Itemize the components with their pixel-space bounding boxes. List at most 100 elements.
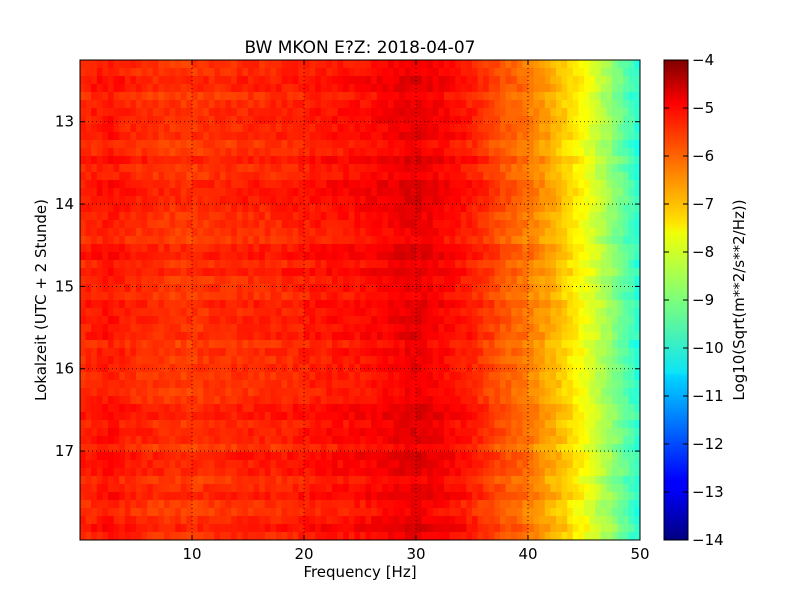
heatmap-cell: [393, 220, 400, 229]
heatmap-cell: [124, 364, 131, 373]
heatmap-cell: [108, 348, 115, 357]
heatmap-cell: [304, 284, 311, 293]
heatmap-cell: [253, 444, 260, 453]
heatmap-cell: [388, 140, 395, 149]
heatmap-cell: [449, 252, 456, 261]
heatmap-cell: [522, 308, 529, 317]
heatmap-cell: [186, 92, 193, 101]
heatmap-cell: [309, 332, 316, 341]
heatmap-cell: [460, 92, 467, 101]
heatmap-cell: [214, 260, 221, 269]
heatmap-cell: [382, 76, 389, 85]
heatmap-cell: [528, 372, 535, 381]
heatmap-cell: [544, 244, 551, 253]
heatmap-cell: [242, 100, 249, 109]
heatmap-cell: [500, 116, 507, 125]
heatmap-cell: [584, 228, 591, 237]
heatmap-cell: [309, 268, 316, 277]
heatmap-cell: [136, 116, 143, 125]
heatmap-cell: [561, 364, 568, 373]
heatmap-cell: [259, 268, 266, 277]
heatmap-cell: [572, 364, 579, 373]
heatmap-cell: [332, 84, 339, 93]
heatmap-cell: [164, 180, 171, 189]
heatmap-cell: [276, 108, 283, 117]
heatmap-cell: [522, 420, 529, 429]
heatmap-cell: [382, 108, 389, 117]
heatmap-cell: [455, 292, 462, 301]
heatmap-cell: [488, 244, 495, 253]
heatmap-cell: [292, 444, 299, 453]
heatmap-cell: [449, 356, 456, 365]
heatmap-cell: [494, 420, 501, 429]
heatmap-cell: [432, 324, 439, 333]
heatmap-cell: [371, 324, 378, 333]
heatmap-cell: [320, 180, 327, 189]
heatmap-cell: [472, 196, 479, 205]
heatmap-cell: [158, 124, 165, 133]
heatmap-cell: [556, 92, 563, 101]
heatmap-cell: [220, 244, 227, 253]
heatmap-cell: [488, 348, 495, 357]
heatmap-cell: [410, 292, 417, 301]
heatmap-cell: [595, 364, 602, 373]
heatmap-cell: [197, 292, 204, 301]
heatmap-cell: [152, 452, 159, 461]
heatmap-cell: [606, 292, 613, 301]
heatmap-cell: [80, 132, 87, 141]
heatmap-cell: [102, 332, 109, 341]
heatmap-cell: [242, 340, 249, 349]
heatmap-cell: [253, 420, 260, 429]
heatmap-cell: [130, 452, 137, 461]
heatmap-cell: [348, 124, 355, 133]
heatmap-cell: [539, 404, 546, 413]
heatmap-cell: [600, 84, 607, 93]
heatmap-cell: [399, 292, 406, 301]
heatmap-cell: [186, 132, 193, 141]
heatmap-cell: [264, 156, 271, 165]
heatmap-cell: [326, 340, 333, 349]
heatmap-cell: [236, 220, 243, 229]
heatmap-cell: [253, 156, 260, 165]
heatmap-cell: [460, 204, 467, 213]
heatmap-cell: [236, 300, 243, 309]
heatmap-cell: [192, 156, 199, 165]
heatmap-cell: [438, 316, 445, 325]
heatmap-cell: [208, 348, 215, 357]
heatmap-cell: [214, 388, 221, 397]
heatmap-cell: [124, 300, 131, 309]
heatmap-cell: [371, 60, 378, 69]
heatmap-cell: [175, 84, 182, 93]
heatmap-cell: [158, 164, 165, 173]
heatmap-cell: [472, 380, 479, 389]
heatmap-cell: [544, 252, 551, 261]
heatmap-cell: [500, 260, 507, 269]
heatmap-cell: [516, 356, 523, 365]
heatmap-cell: [208, 140, 215, 149]
heatmap-cell: [388, 116, 395, 125]
heatmap-cell: [460, 116, 467, 125]
heatmap-cell: [416, 324, 423, 333]
heatmap-cell: [192, 220, 199, 229]
heatmap-cell: [360, 132, 367, 141]
heatmap-cell: [634, 324, 640, 333]
heatmap-cell: [326, 300, 333, 309]
heatmap-cell: [315, 212, 322, 221]
heatmap-cell: [617, 388, 624, 397]
heatmap-cell: [225, 156, 232, 165]
heatmap-cell: [130, 308, 137, 317]
heatmap-cell: [544, 316, 551, 325]
heatmap-cell: [455, 412, 462, 421]
heatmap-cell: [600, 220, 607, 229]
heatmap-cell: [533, 260, 540, 269]
heatmap-cell: [578, 196, 585, 205]
heatmap-cell: [360, 148, 367, 157]
heatmap-cell: [595, 116, 602, 125]
heatmap-cell: [449, 292, 456, 301]
heatmap-cell: [326, 284, 333, 293]
heatmap-cell: [388, 172, 395, 181]
heatmap-cell: [320, 364, 327, 373]
heatmap-cell: [550, 236, 557, 245]
heatmap-cell: [169, 100, 176, 109]
heatmap-cell: [410, 452, 417, 461]
